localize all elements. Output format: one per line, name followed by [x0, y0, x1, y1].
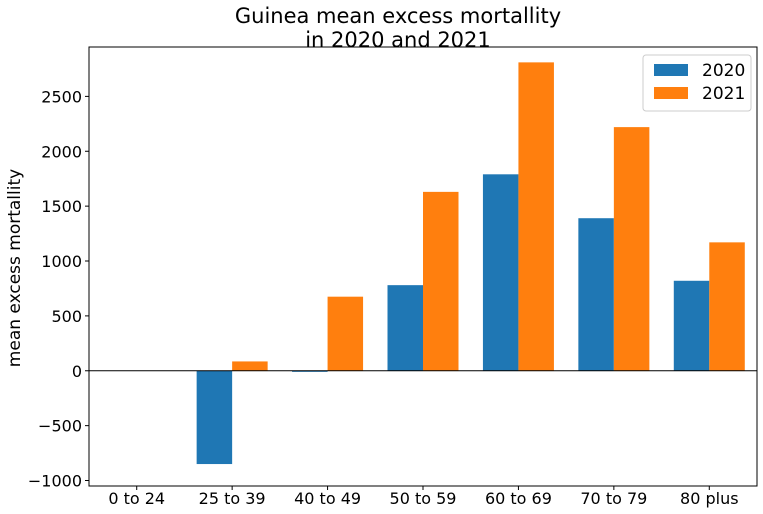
bar-2021-4 — [518, 62, 554, 371]
x-tick-label: 70 to 79 — [580, 489, 647, 508]
bar-2020-6 — [673, 280, 710, 371]
x-tick-label: 25 to 39 — [199, 489, 266, 508]
bar-2020-2 — [292, 370, 328, 372]
bar-2021-5 — [613, 127, 650, 371]
y-tick-label: 2500 — [41, 87, 82, 106]
bars — [196, 62, 745, 465]
y-tick-label: −1000 — [28, 472, 82, 491]
legend-swatch-2021 — [654, 87, 688, 99]
bar-2021-2 — [327, 296, 364, 371]
legend-label-2021: 2021 — [702, 84, 745, 104]
y-tick-label: 2000 — [41, 142, 82, 161]
bar-2021-3 — [423, 191, 459, 371]
legend-swatch-2020 — [654, 64, 688, 76]
x-tick-label: 0 to 24 — [108, 489, 165, 508]
bar-2021-6 — [709, 242, 745, 371]
y-tick-label: −500 — [38, 417, 82, 436]
y-tick-label: 1000 — [41, 252, 82, 271]
bar-2020-4 — [482, 174, 519, 371]
y-tick-label: 0 — [72, 362, 82, 381]
y-tick-label: 500 — [51, 307, 82, 326]
x-tick-label: 50 to 59 — [390, 489, 457, 508]
x-tick-label: 40 to 49 — [294, 489, 361, 508]
bar-2020-1 — [196, 370, 233, 465]
axes: −1000 −500 0 500 1000 1500 2000 2500 0 to 24 25 t… — [28, 46, 758, 508]
y-axis-label: mean excess mortallity — [5, 169, 25, 367]
y-tick-label: 1500 — [41, 197, 82, 216]
legend-label-2020: 2020 — [702, 61, 745, 81]
chart-title-line-1: Guinea mean excess mortallity — [235, 4, 561, 28]
x-tick-label: 60 to 69 — [485, 489, 552, 508]
x-tick-label: 80 plus — [680, 489, 739, 508]
bar-2021-1 — [232, 361, 268, 371]
legend: 2020 2021 — [642, 54, 752, 112]
bar-2020-3 — [387, 285, 423, 371]
bar-2020-5 — [578, 218, 614, 371]
chart-title-line-2: in 2020 and 2021 — [305, 28, 491, 52]
